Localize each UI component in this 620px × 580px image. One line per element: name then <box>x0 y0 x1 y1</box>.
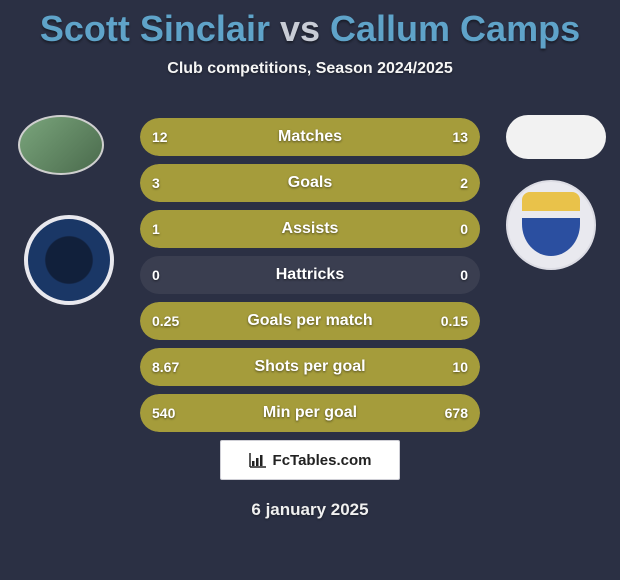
player1-name: Scott Sinclair <box>40 8 270 49</box>
brand-box: FcTables.com <box>220 440 400 480</box>
player2-name: Callum Camps <box>330 8 580 49</box>
stat-label: Goals per match <box>140 302 480 340</box>
stat-row: 0.250.15Goals per match <box>140 302 480 340</box>
stat-row: 8.6710Shots per goal <box>140 348 480 386</box>
stat-label: Assists <box>140 210 480 248</box>
vs-label: vs <box>280 8 320 49</box>
player1-avatar <box>18 115 104 175</box>
comparison-title: Scott Sinclair vs Callum Camps <box>0 0 620 50</box>
stat-label: Matches <box>140 118 480 156</box>
stat-label: Hattricks <box>140 256 480 294</box>
player2-avatar <box>506 115 606 159</box>
stat-row: 1213Matches <box>140 118 480 156</box>
stat-row: 00Hattricks <box>140 256 480 294</box>
subtitle: Club competitions, Season 2024/2025 <box>0 60 620 78</box>
brand-icon <box>249 452 267 468</box>
stat-label: Shots per goal <box>140 348 480 386</box>
stat-row: 10Assists <box>140 210 480 248</box>
player1-club-badge <box>24 215 114 305</box>
stat-row: 32Goals <box>140 164 480 202</box>
stat-label: Goals <box>140 164 480 202</box>
stat-label: Min per goal <box>140 394 480 432</box>
player2-club-badge <box>506 180 596 270</box>
date-text: 6 january 2025 <box>0 500 620 520</box>
brand-text: FcTables.com <box>273 452 372 469</box>
stats-bars: 1213Matches 32Goals 10Assists 00Hattricks 0.… <box>140 118 480 440</box>
stat-row: 540678Min per goal <box>140 394 480 432</box>
